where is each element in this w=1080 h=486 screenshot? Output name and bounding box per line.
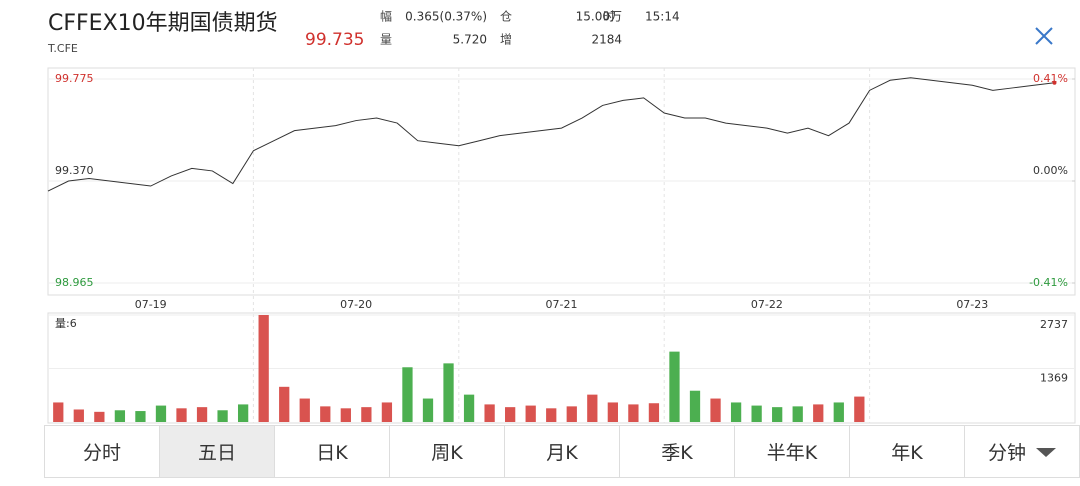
volume-bar [772,407,783,422]
stat-value: 2184 [591,33,622,47]
tab-label: 年K [891,442,923,464]
volume-bar [299,398,310,422]
close-icon[interactable] [1035,27,1053,45]
stat-label: 增 [500,33,512,47]
volume-bar [689,390,701,422]
volume-bar [320,406,331,422]
volume-bar [710,398,721,422]
volume-bar [854,396,865,422]
volume-bar [730,402,742,422]
tab-label: 分钟 [987,442,1026,464]
tab-label: 分时 [82,442,121,464]
volume-bar [505,407,516,422]
tab-label: 半年K [766,442,818,464]
volume-bar [463,394,475,422]
tab[interactable]: 周K [390,426,505,477]
tab[interactable]: 日K [275,426,390,477]
x-tick-label: 07-23 [956,298,988,311]
volume-bar [53,402,64,422]
tab-label: 季K [661,442,693,464]
y-tick-label: 99.370 [55,164,94,177]
volume-bar [176,408,187,422]
volume-bar [587,394,598,422]
y-tick-label: 98.965 [55,276,94,289]
tab[interactable]: 五日 [160,426,275,477]
y-tick-label: 2737 [1040,318,1068,331]
volume-bar [566,406,577,422]
tab-label: 月K [546,442,578,464]
volume-bar [196,407,208,422]
volume-bar [114,410,126,422]
last-point [1052,80,1057,85]
tab[interactable]: 月K [505,426,620,477]
volume-bar [217,410,228,422]
tab[interactable]: 分钟 [965,426,1079,477]
volume-bar [525,405,536,422]
volume-bar [669,351,680,422]
price: 99.735 [305,30,364,50]
volume-bar [443,363,454,422]
y2-tick-label: -0.41% [1029,276,1068,289]
x-tick-label: 07-21 [546,298,578,311]
volume-bar [422,398,434,422]
stat-label: 幅 [380,9,392,24]
volume-title: 量:6 [55,317,77,330]
tab-label: 五日 [197,442,236,464]
volume-bar [73,409,84,422]
stat-label: 量 [380,33,392,47]
tab[interactable]: 半年K [735,426,850,477]
price-line [47,77,1055,192]
volume-bar [135,411,146,422]
stat-value: 15:14 [645,10,680,24]
tab[interactable]: 季K [620,426,735,477]
volume-bar [751,405,762,422]
volume-bar [628,404,639,422]
volume-bar [813,404,824,422]
stat-value: 0.365(0.37%) [405,10,487,24]
y2-tick-label: 0.00% [1033,164,1068,177]
stat-value: 5.720 [453,33,487,47]
tab[interactable]: 年K [850,426,965,477]
title: CFFEX10年期国债期货 [48,11,278,36]
volume-bar [402,367,413,422]
volume-bar [792,406,803,422]
volume-bar [546,408,557,422]
tab-bar: 分时 五日 日K 周K 月K 季K 半年K 年K 分钟 [44,425,1080,478]
volume-bar [279,386,290,422]
dropdown-arrow [1036,447,1056,457]
volume-bar [340,408,351,422]
volume-bar [258,315,269,422]
volume-bar [484,404,495,422]
volume-bar [607,402,618,422]
tab-label: 日K [316,442,348,464]
y2-tick-label: 0.41% [1033,72,1068,85]
volume-bar [94,411,105,422]
stat-label: 时 [603,10,615,24]
volume-bar [381,402,393,422]
stat-value: 15.00万 [576,10,622,24]
volume-bar [833,402,844,422]
y-tick-label: 99.775 [55,72,94,85]
y-tick-label: 1369 [1040,371,1068,384]
tab-label: 周K [431,442,463,464]
volume-bar [361,407,372,422]
volume-bar [237,404,249,422]
volume-bar [648,403,660,422]
stat-label: 仓 [500,10,512,24]
volume-bar [155,405,167,422]
x-tick-label: 07-19 [135,298,167,311]
tab[interactable]: 分时 [45,426,160,477]
code: T.CFE [47,42,78,55]
chart: CFFEX10年期国债期货 T.CFE 99.735 幅 0.365(0.37%)… [47,9,1076,424]
x-tick-label: 07-20 [340,298,372,311]
x-tick-label: 07-22 [751,298,783,311]
